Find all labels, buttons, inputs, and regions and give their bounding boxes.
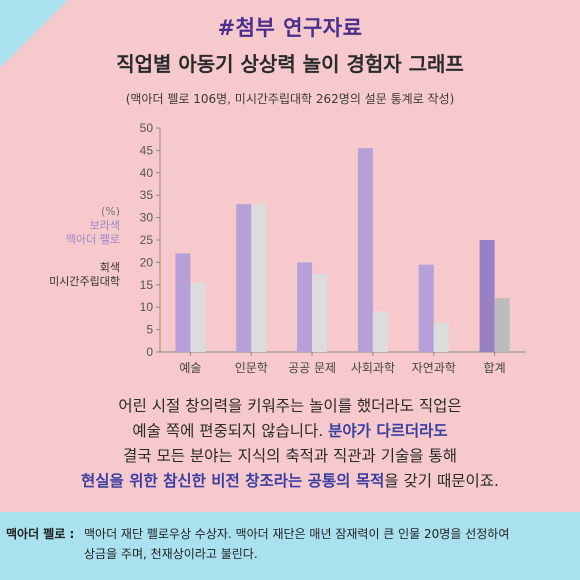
y-tick-label: 25 [140, 233, 154, 247]
x-tick-label: 사회과학 [351, 361, 395, 375]
legend-series1-name: 맥아더 펠로 [65, 233, 120, 246]
bar-msu [433, 322, 449, 352]
body-line-4-highlight: 현실을 위한 참신한 비전 창조라는 공통의 목적 [81, 472, 385, 490]
bar-macarthur [479, 240, 495, 352]
legend-series2-color: 회색 [99, 261, 120, 274]
footer-line-1: 맥아더 재단 펠로우상 수상자. 맥아더 재단은 매년 잠재력이 큰 인물 20… [84, 527, 510, 541]
x-tick-label: 인문학 [235, 361, 268, 375]
body-line-2: 예술 쪽에 편중되지 않습니다. 분야가 다르더라도 [0, 419, 580, 444]
legend-series1-color: 보라색 [89, 219, 120, 232]
x-tick-label: 예술 [179, 361, 201, 375]
corner-decoration [0, 0, 68, 68]
header-tag: #첨부 연구자료 [217, 16, 363, 40]
y-tick-label: 5 [146, 323, 153, 337]
footer-text: 맥아더 재단 펠로우상 수상자. 맥아더 재단은 매년 잠재력이 큰 인물 20… [84, 524, 574, 564]
body-line-2-highlight: 분야가 다르더라도 [328, 422, 448, 440]
footer: 맥아더 펠로 : 맥아더 재단 펠로우상 수상자. 맥아더 재단은 매년 잠재력… [0, 512, 580, 580]
y-tick-label: 40 [140, 166, 154, 180]
bar-macarthur [418, 264, 434, 352]
body-line-4: 현실을 위한 참신한 비전 창조라는 공통의 목적을 갖기 때문이죠. [0, 469, 580, 494]
footer-term: 맥아더 펠로 : [6, 527, 75, 541]
legend-unit: (%) [100, 205, 120, 218]
bar-msu [372, 311, 388, 352]
y-tick-label: 45 [140, 143, 154, 157]
body-text: 어린 시절 창의력을 키워주는 놀이를 했더라도 직업은 예술 쪽에 편중되지 … [0, 394, 580, 494]
bar-macarthur [236, 204, 252, 352]
bar-macarthur [357, 148, 373, 352]
body-line-2a: 예술 쪽에 편중되지 않습니다. [132, 422, 329, 440]
footer-line-2: 상금을 주며, 천재상이라고 불린다. [84, 547, 258, 561]
x-tick-label: 합계 [484, 361, 506, 375]
bar-msu [494, 298, 510, 352]
body-line-4b: 을 갖기 때문이죠. [384, 472, 499, 490]
body-line-1: 어린 시절 창의력을 키워주는 놀이를 했더라도 직업은 [118, 397, 462, 415]
chart-legend: (%) 보라색 맥아더 펠로 회색 미시간주립대학 [49, 205, 120, 289]
bar-msu [190, 282, 206, 352]
y-tick-label: 10 [140, 300, 154, 314]
y-tick-label: 0 [146, 345, 153, 359]
legend-series2-name: 미시간주립대학 [49, 275, 120, 288]
x-tick-label: 공공 문제 [288, 361, 336, 375]
bar-macarthur [175, 253, 191, 352]
bar-chart: 0 5 10 15 20 25 30 35 40 45 50 예술 인문학 공공 문제 사회과학 자연과학 합계 [140, 121, 525, 375]
x-tick-label: 자연과학 [412, 361, 456, 375]
page-subtitle: (맥아더 펠로 106명, 미시간주립대학 262명의 설문 통계로 작성) [125, 92, 455, 106]
y-tick-label: 20 [140, 255, 154, 269]
y-tick-label: 35 [140, 188, 154, 202]
y-tick-label: 15 [140, 278, 154, 292]
bar-macarthur [297, 262, 313, 352]
bar-msu [312, 273, 328, 352]
bar-msu [251, 204, 267, 352]
body-line-3: 결국 모든 분야는 지식의 축적과 직관과 기술을 통해 [123, 447, 457, 465]
y-tick-label: 50 [140, 121, 154, 135]
page-title: 직업별 아동기 상상력 놀이 경험자 그래프 [116, 52, 464, 76]
y-tick-label: 30 [140, 211, 154, 225]
